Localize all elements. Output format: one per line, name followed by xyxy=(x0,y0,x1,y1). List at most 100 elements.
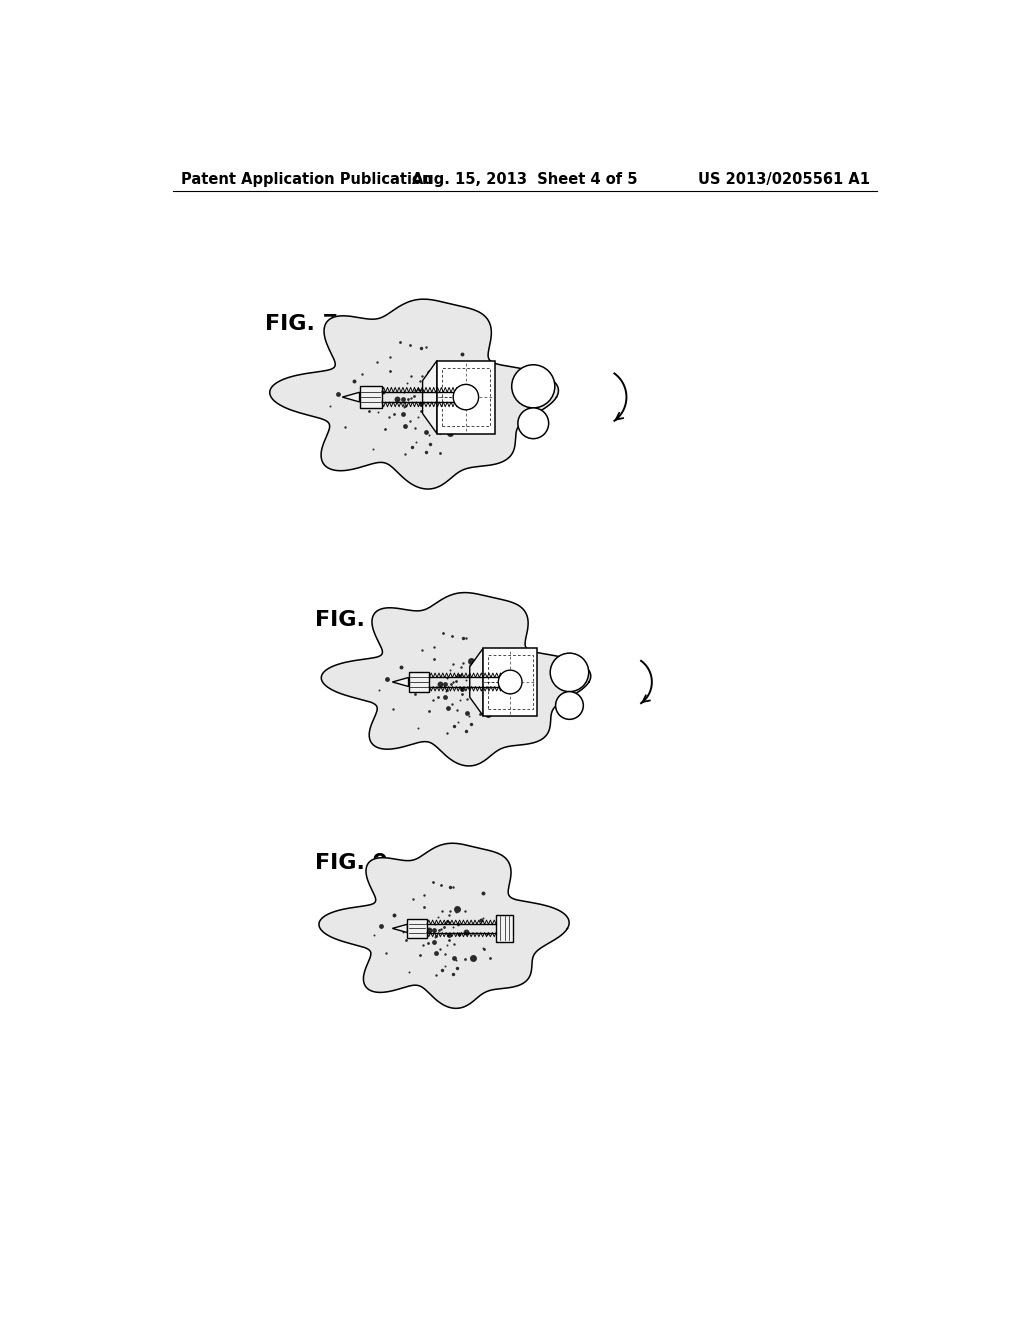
Point xyxy=(445,948,462,969)
Point xyxy=(393,657,410,678)
Point xyxy=(475,937,492,958)
Point xyxy=(421,701,437,722)
Point xyxy=(404,888,421,909)
Point xyxy=(388,388,404,409)
Point xyxy=(425,393,441,414)
Point xyxy=(402,335,419,356)
Point xyxy=(457,948,473,969)
Point xyxy=(443,693,460,714)
Point xyxy=(489,663,506,684)
Point xyxy=(407,417,423,438)
Point xyxy=(482,946,499,968)
Point xyxy=(439,697,456,718)
Point xyxy=(385,698,401,719)
Point xyxy=(418,337,434,358)
Point xyxy=(381,407,397,428)
Point xyxy=(432,392,449,413)
Point xyxy=(432,939,449,960)
Polygon shape xyxy=(392,924,408,932)
Point xyxy=(452,689,468,710)
Point xyxy=(377,418,393,440)
Circle shape xyxy=(556,692,584,719)
Point xyxy=(382,347,398,368)
Point xyxy=(428,925,444,946)
Point xyxy=(440,912,457,933)
Point xyxy=(442,900,459,921)
Point xyxy=(449,700,465,721)
Point xyxy=(444,672,461,693)
Point xyxy=(458,627,474,648)
Point xyxy=(395,397,412,418)
Point xyxy=(432,875,449,896)
Point xyxy=(426,920,442,941)
Point xyxy=(415,935,431,956)
Point xyxy=(372,378,388,399)
Point xyxy=(453,375,469,396)
Point xyxy=(440,904,457,925)
Point xyxy=(398,929,415,950)
Point xyxy=(346,370,362,391)
Point xyxy=(413,393,429,414)
Point xyxy=(396,396,413,417)
Point xyxy=(473,909,489,931)
Point xyxy=(370,401,386,422)
Point xyxy=(462,653,478,675)
Point xyxy=(413,400,429,421)
Point xyxy=(458,669,474,690)
Point xyxy=(453,409,469,430)
Point xyxy=(396,444,413,465)
Point xyxy=(425,648,441,669)
Point xyxy=(439,680,456,701)
Point xyxy=(454,678,470,700)
Point xyxy=(441,659,458,680)
Bar xyxy=(437,360,495,434)
Point xyxy=(492,694,508,715)
Point xyxy=(438,667,455,688)
Point xyxy=(375,381,391,403)
Point xyxy=(382,360,398,381)
Point xyxy=(444,916,461,937)
Point xyxy=(439,722,456,743)
Point xyxy=(458,393,474,414)
Polygon shape xyxy=(470,648,483,715)
Point xyxy=(445,653,462,675)
Point xyxy=(396,381,413,403)
Circle shape xyxy=(499,671,522,694)
Point xyxy=(365,438,381,459)
Point xyxy=(475,882,492,903)
Point xyxy=(418,404,434,425)
Point xyxy=(452,664,468,685)
Point xyxy=(462,421,478,442)
Point xyxy=(422,434,438,455)
Point xyxy=(410,407,426,428)
Point xyxy=(425,689,441,710)
Point xyxy=(378,942,394,964)
Point xyxy=(425,636,441,657)
Point xyxy=(430,907,446,928)
Point xyxy=(455,412,471,433)
Point xyxy=(444,626,461,647)
Point xyxy=(406,385,422,407)
Point xyxy=(479,924,496,945)
Point xyxy=(452,924,468,945)
Point xyxy=(401,961,418,982)
Point xyxy=(445,964,462,985)
Point xyxy=(392,331,409,352)
Point xyxy=(416,896,432,917)
Point xyxy=(430,686,446,708)
Point xyxy=(450,957,466,978)
Point xyxy=(386,904,402,925)
Text: FIG. 9: FIG. 9 xyxy=(315,853,388,873)
Polygon shape xyxy=(269,300,558,488)
Point xyxy=(459,702,475,723)
Point xyxy=(366,925,382,946)
Point xyxy=(465,948,481,969)
Point xyxy=(435,622,452,643)
Point xyxy=(432,673,449,694)
Point xyxy=(447,671,464,692)
Point xyxy=(432,422,449,444)
Point xyxy=(403,366,420,387)
Point xyxy=(330,383,346,404)
Point xyxy=(371,678,387,700)
Point xyxy=(463,667,479,688)
